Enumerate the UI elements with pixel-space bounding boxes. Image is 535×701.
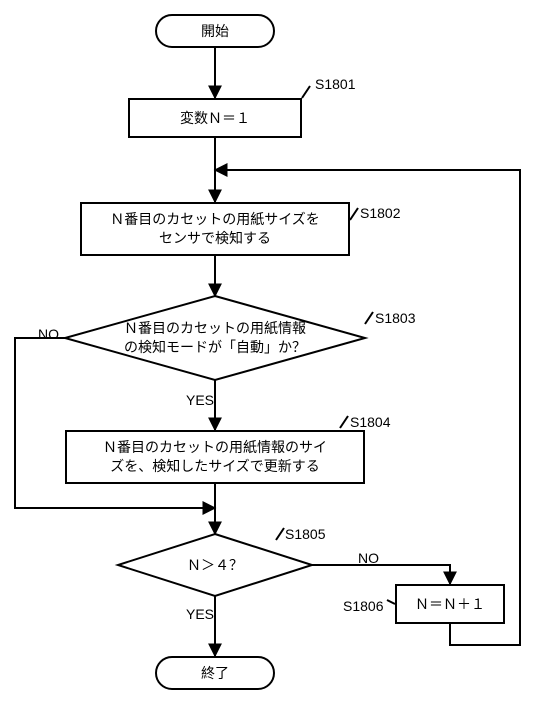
step-s1803: Ｎ番目のカセットの用紙情報の検知モードが「自動」か？ bbox=[65, 296, 365, 380]
end-label: 終了 bbox=[201, 664, 229, 683]
s1802-text: Ｎ番目のカセットの用紙サイズをセンサで検知する bbox=[110, 210, 320, 248]
edge-label-no2: NO bbox=[358, 550, 379, 566]
step-s1804: Ｎ番目のカセットの用紙情報のサイズを、検知したサイズで更新する bbox=[65, 430, 365, 484]
step-s1805: Ｎ＞４？ bbox=[118, 534, 312, 596]
s1805-text: Ｎ＞４？ bbox=[181, 556, 249, 575]
s1804-label: S1804 bbox=[350, 414, 390, 430]
step-s1801: 変数Ｎ＝１ bbox=[128, 98, 302, 138]
s1806-text: Ｎ＝Ｎ＋１ bbox=[415, 595, 485, 614]
edge-label-yes1: YES bbox=[186, 392, 214, 408]
s1804-text: Ｎ番目のカセットの用紙情報のサイズを、検知したサイズで更新する bbox=[103, 438, 327, 476]
flow-start: 開始 bbox=[155, 14, 275, 48]
s1801-text: 変数Ｎ＝１ bbox=[180, 109, 250, 128]
step-s1806: Ｎ＝Ｎ＋１ bbox=[395, 584, 505, 624]
s1801-label: S1801 bbox=[315, 76, 355, 92]
step-s1802: Ｎ番目のカセットの用紙サイズをセンサで検知する bbox=[80, 202, 350, 256]
s1802-label: S1802 bbox=[360, 205, 400, 221]
s1806-label: S1806 bbox=[343, 598, 383, 614]
s1803-text: Ｎ番目のカセットの用紙情報の検知モードが「自動」か？ bbox=[118, 319, 312, 357]
edge-label-no1: NO bbox=[38, 326, 59, 342]
start-label: 開始 bbox=[201, 22, 229, 41]
flow-end: 終了 bbox=[155, 656, 275, 690]
s1803-label: S1803 bbox=[375, 310, 415, 326]
s1805-label: S1805 bbox=[285, 526, 325, 542]
edge-label-yes2: YES bbox=[186, 606, 214, 622]
